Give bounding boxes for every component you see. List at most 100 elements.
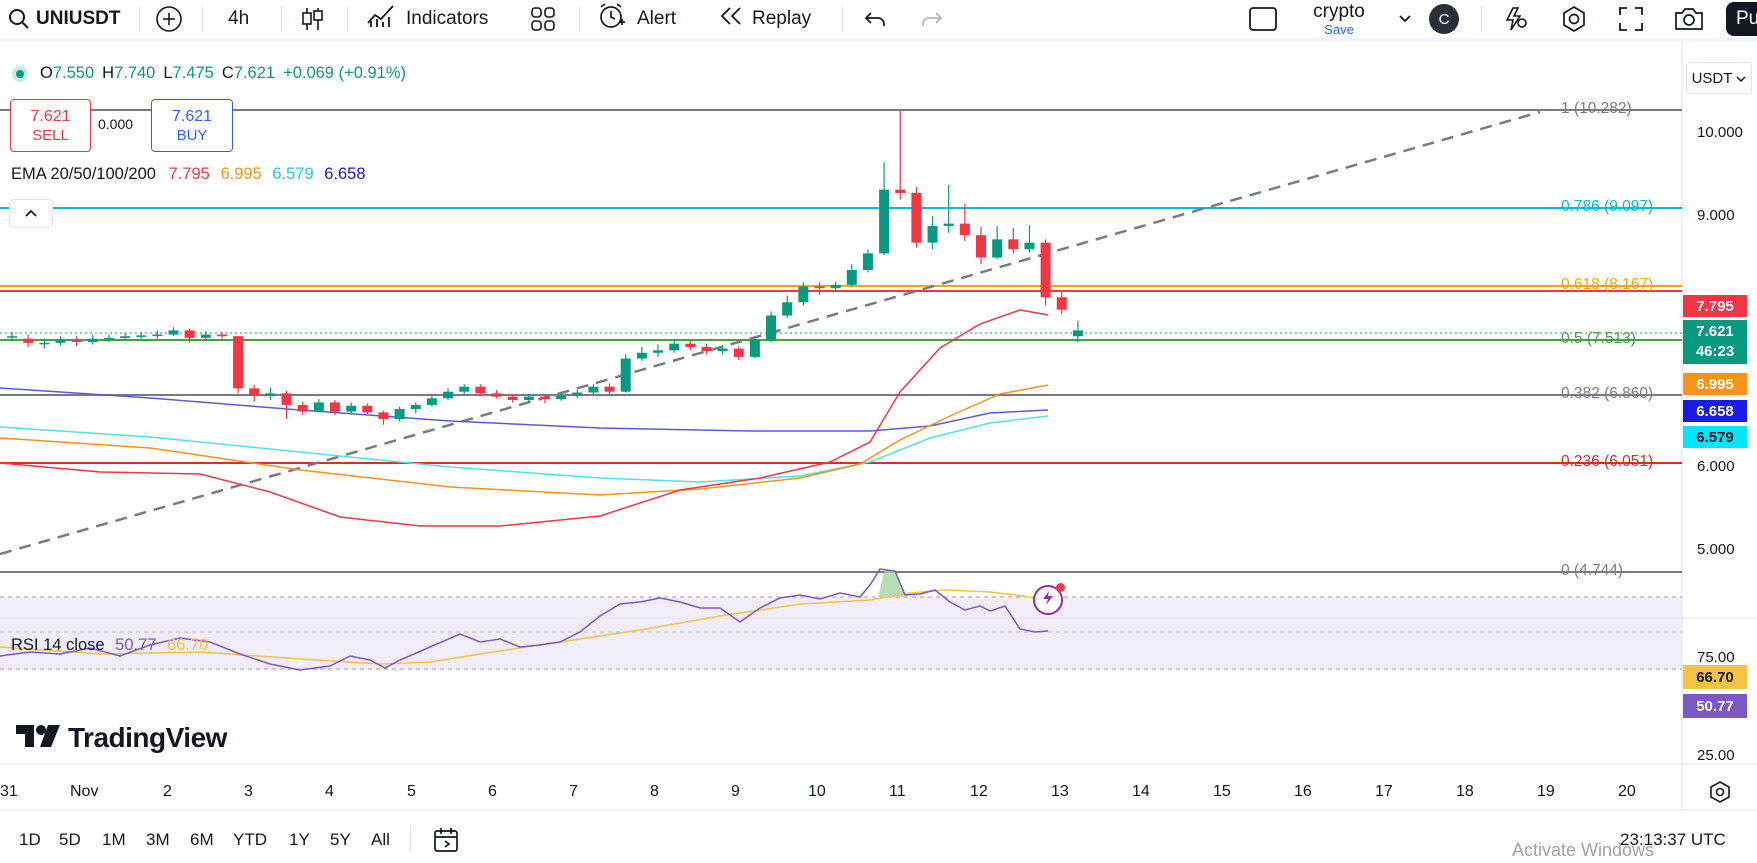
candle-body	[459, 386, 470, 392]
range-5d-button[interactable]: 5D	[59, 830, 81, 849]
redo-button[interactable]	[920, 0, 944, 38]
chart-area[interactable]	[0, 42, 1757, 863]
candle	[1056, 290, 1067, 314]
collapse-legend-button[interactable]	[9, 199, 53, 228]
candle-body	[717, 348, 728, 352]
fib-label-0786: 0.786 (9.097)	[1561, 198, 1654, 215]
fullscreen-button[interactable]	[1618, 0, 1644, 38]
alarm-clock-icon	[597, 2, 627, 36]
snapshot-button[interactable]	[1673, 0, 1705, 38]
date-label: 5	[407, 783, 416, 800]
range-1y-button[interactable]: 1Y	[289, 830, 310, 849]
toolbar-divider	[410, 826, 411, 852]
undo-button[interactable]	[863, 0, 887, 38]
buy-button[interactable]: 7.621 BUY	[151, 99, 233, 152]
layout-select-button[interactable]	[1248, 0, 1278, 38]
go-to-date-button[interactable]	[432, 826, 460, 859]
currency-select[interactable]: USDT	[1686, 62, 1752, 94]
timeframe-button[interactable]: 4h	[228, 8, 250, 29]
candle	[23, 334, 34, 347]
range-5y-button[interactable]: 5Y	[330, 830, 351, 849]
publish-button[interactable]: Pu	[1726, 2, 1757, 36]
sell-button[interactable]: 7.621 SELL	[10, 99, 91, 152]
bar-countdown: 46:23	[1695, 343, 1735, 360]
toolbar-divider	[1481, 6, 1482, 32]
templates-button[interactable]	[530, 0, 556, 38]
candle-body	[572, 392, 583, 396]
event-badge[interactable]	[1033, 583, 1065, 615]
utc-clock[interactable]: 23:13:37 UTC	[1620, 830, 1726, 849]
settings-button[interactable]	[1560, 0, 1588, 38]
candle-body	[685, 343, 696, 347]
candle	[7, 332, 17, 342]
range-all-button[interactable]: All	[371, 830, 390, 849]
ema20-price-tag: 7.795	[1683, 295, 1747, 317]
candle-body	[992, 239, 1003, 258]
candle	[330, 399, 340, 415]
symbol-search[interactable]: UNIUSDT	[8, 0, 120, 38]
tradingview-watermark[interactable]: TradingView	[14, 722, 227, 754]
ema100-price-tag: 6.579	[1683, 426, 1747, 448]
rsi-legend[interactable]: RSI 14 close 50.77 66.70	[11, 636, 208, 655]
layout-dropdown[interactable]	[1398, 0, 1412, 38]
ema50-price-tag: 6.995	[1683, 373, 1747, 395]
candle	[200, 331, 211, 341]
date-label: 31	[0, 783, 18, 800]
toolbar-divider	[842, 6, 843, 32]
ohlc-o-label: O	[40, 64, 53, 82]
sell-label: SELL	[32, 126, 69, 144]
symbol-name: UNIUSDT	[36, 8, 121, 29]
calendar-icon	[432, 828, 460, 858]
range-1d-button[interactable]: 1D	[19, 830, 41, 849]
quick-search-button[interactable]	[1502, 0, 1530, 38]
grid-icon	[530, 6, 556, 32]
search-icon	[8, 8, 30, 30]
top-toolbar: UNIUSDT 4h Indicators Alert Replay crypt…	[0, 0, 1757, 42]
candle	[233, 336, 244, 394]
avatar[interactable]: C	[1429, 4, 1459, 34]
candle-body	[410, 404, 421, 410]
range-1m-button[interactable]: 1M	[102, 830, 126, 849]
ema100-line	[0, 415, 1049, 483]
axis-settings-button[interactable]	[1708, 780, 1732, 809]
spread-value: 0.000	[98, 116, 134, 132]
range-ytd-button[interactable]: YTD	[233, 830, 267, 849]
date-label: 12	[970, 783, 988, 800]
lightning-search-icon	[1502, 5, 1530, 33]
candle	[879, 162, 890, 256]
layout-name-area[interactable]: crypto Save	[1300, 1, 1378, 37]
rsi-value-tag: 50.77	[1683, 694, 1747, 718]
candle	[814, 282, 825, 295]
date-label: 18	[1456, 783, 1474, 800]
rsi-axis-label: 75.00	[1697, 649, 1735, 666]
replay-button[interactable]: Replay	[718, 0, 811, 38]
ohlc-legend: O 7.550 H 7.740 L 7.475 C 7.621 +0.069 (+0.9…	[12, 64, 406, 83]
candle-body	[636, 352, 647, 359]
compare-symbol-button[interactable]	[155, 0, 183, 38]
candle-body	[669, 343, 680, 351]
candle-body	[491, 393, 502, 397]
last-price-tag: 7.621 46:23	[1683, 320, 1747, 364]
candle	[265, 387, 276, 400]
indicators-button[interactable]: Indicators	[366, 0, 488, 38]
candle	[733, 346, 744, 361]
candle	[1024, 225, 1035, 253]
undo-icon	[863, 9, 887, 29]
candle	[1008, 227, 1019, 254]
candle-body	[523, 396, 534, 400]
alert-button[interactable]: Alert	[597, 0, 676, 38]
chevron-up-icon	[24, 205, 38, 223]
candle	[152, 330, 163, 339]
candle	[103, 334, 114, 343]
rsi-line	[0, 568, 1049, 671]
toolbar-divider	[281, 6, 282, 32]
range-6m-button[interactable]: 6M	[190, 830, 214, 849]
candle	[394, 406, 405, 422]
candle	[362, 403, 373, 415]
layout-save-status[interactable]: Save	[1324, 22, 1354, 37]
rsi-value: 50.77	[115, 636, 157, 654]
range-3m-button[interactable]: 3M	[146, 830, 170, 849]
ema-legend[interactable]: EMA 20/50/100/200 7.795 6.995 6.579 6.65…	[11, 165, 366, 184]
chart-type-button[interactable]	[300, 0, 324, 38]
replay-label: Replay	[752, 8, 812, 29]
